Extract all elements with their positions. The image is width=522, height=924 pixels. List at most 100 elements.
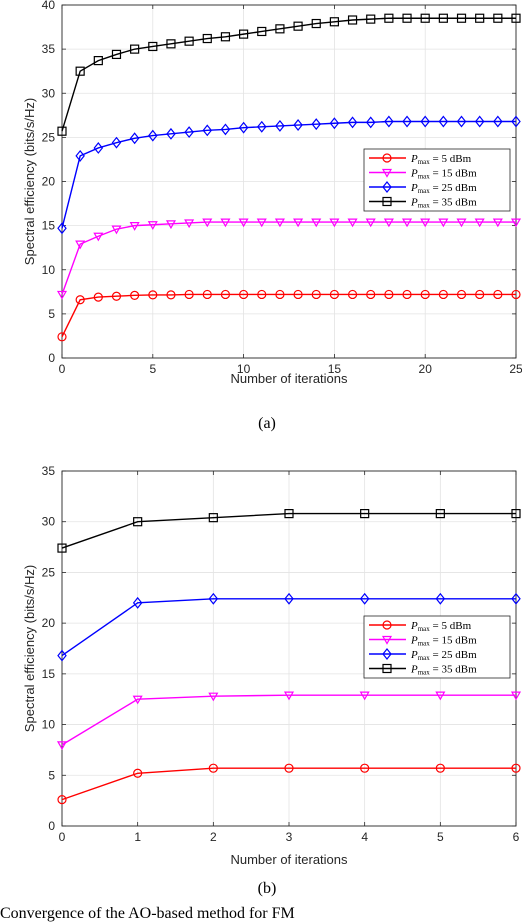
y-tick-label: 0 xyxy=(48,351,55,365)
data-point xyxy=(111,225,122,235)
data-point xyxy=(438,115,449,128)
data-point xyxy=(129,132,140,145)
data-point xyxy=(329,17,339,27)
footer-caption-text: Convergence of the AO-based method for F… xyxy=(0,905,295,922)
legend-entry: Pmax = 15 dBm xyxy=(410,635,477,648)
data-point xyxy=(435,691,446,701)
x-tick-label: 2 xyxy=(210,830,217,844)
data-point xyxy=(493,13,503,23)
legend-box xyxy=(363,148,511,212)
data-point xyxy=(75,295,85,305)
legend-entry: Pmax = 25 dBm xyxy=(410,649,477,662)
data-point xyxy=(133,517,143,527)
y-tick-label: 25 xyxy=(42,130,56,144)
data-point xyxy=(311,118,322,131)
data-point xyxy=(293,218,304,228)
y-tick-label: 25 xyxy=(42,565,56,579)
data-point xyxy=(347,15,358,25)
y-axis-label: Spectral efficiency (bits/s/Hz) xyxy=(22,98,37,265)
data-point xyxy=(275,24,285,34)
series-1 xyxy=(56,218,522,300)
data-point xyxy=(475,13,485,23)
x-tick-label: 1 xyxy=(134,830,141,844)
data-point xyxy=(130,290,140,300)
data-point xyxy=(57,126,67,136)
data-point xyxy=(511,289,521,300)
data-point xyxy=(347,218,358,228)
data-point xyxy=(347,116,358,129)
data-point xyxy=(365,218,376,228)
x-tick-label: 0 xyxy=(59,362,66,376)
data-point xyxy=(75,66,85,76)
y-tick-label: 10 xyxy=(42,718,56,732)
legend-entry: Pmax = 15 dBm xyxy=(410,168,477,181)
x-tick-label: 25 xyxy=(509,362,522,376)
series-line xyxy=(61,17,516,132)
x-tick-label: 4 xyxy=(361,830,368,844)
data-point xyxy=(402,289,412,300)
data-point xyxy=(184,126,194,139)
data-point xyxy=(384,289,394,300)
legend-marker xyxy=(382,181,392,193)
y-axis-label: Spectral efficiency (bits/s/Hz) xyxy=(22,565,37,732)
legend-entry: Pmax = 25 dBm xyxy=(410,182,477,195)
data-point xyxy=(402,115,412,128)
legend-marker xyxy=(382,648,392,660)
data-point xyxy=(456,289,467,300)
data-point xyxy=(256,218,267,228)
data-point xyxy=(456,13,467,23)
data-point xyxy=(57,222,67,235)
data-point xyxy=(57,795,67,805)
data-point xyxy=(75,240,86,250)
chart-b: 0 1 2 3 4 5 6 0 5 10 15 20 25 30 35 Number of iteration… xyxy=(22,464,522,897)
x-tick-label: 15 xyxy=(328,362,342,376)
data-point xyxy=(111,291,122,301)
data-point xyxy=(220,123,231,136)
series-line xyxy=(61,694,516,746)
x-tick-label: 10 xyxy=(237,362,251,376)
data-point xyxy=(220,32,231,42)
data-point xyxy=(311,18,321,29)
y-tick-label: 15 xyxy=(42,219,56,233)
legend-marker xyxy=(382,196,392,207)
data-point xyxy=(220,289,231,300)
legend-entry: Pmax = 5 dBm xyxy=(410,620,472,633)
data-point xyxy=(329,289,339,300)
data-point xyxy=(511,509,521,519)
legend-marker xyxy=(382,663,392,674)
data-point xyxy=(208,763,218,773)
data-point xyxy=(493,115,503,128)
data-point xyxy=(284,509,294,519)
y-tick-label: 20 xyxy=(42,616,56,630)
data-point xyxy=(511,763,521,773)
legend-entry: Pmax = 35 dBm xyxy=(410,197,477,210)
legend-marker xyxy=(382,153,392,163)
data-point xyxy=(93,232,104,242)
series-0 xyxy=(57,763,521,805)
data-point xyxy=(132,596,143,609)
data-point xyxy=(366,14,376,24)
data-point xyxy=(220,218,231,228)
data-point xyxy=(132,695,143,705)
data-point xyxy=(111,136,122,149)
x-tick-label: 0 xyxy=(59,830,66,844)
data-point xyxy=(438,13,448,23)
data-point xyxy=(360,763,370,773)
data-point xyxy=(184,289,194,300)
data-point xyxy=(239,29,249,39)
data-point xyxy=(420,13,430,23)
y-tick-label: 0 xyxy=(48,819,55,833)
data-point xyxy=(166,127,176,140)
x-axis-label: Number of iterations xyxy=(230,371,348,386)
data-point xyxy=(311,289,321,300)
data-point xyxy=(366,289,376,300)
data-point xyxy=(435,592,446,605)
x-tick-label: 3 xyxy=(286,830,293,844)
y-tick-label: 5 xyxy=(48,307,55,321)
data-point xyxy=(130,44,140,54)
data-point xyxy=(359,592,370,605)
x-axis-label: Number of iterations xyxy=(230,852,348,867)
data-point xyxy=(202,124,213,137)
data-point xyxy=(148,41,158,52)
data-point xyxy=(311,218,322,228)
